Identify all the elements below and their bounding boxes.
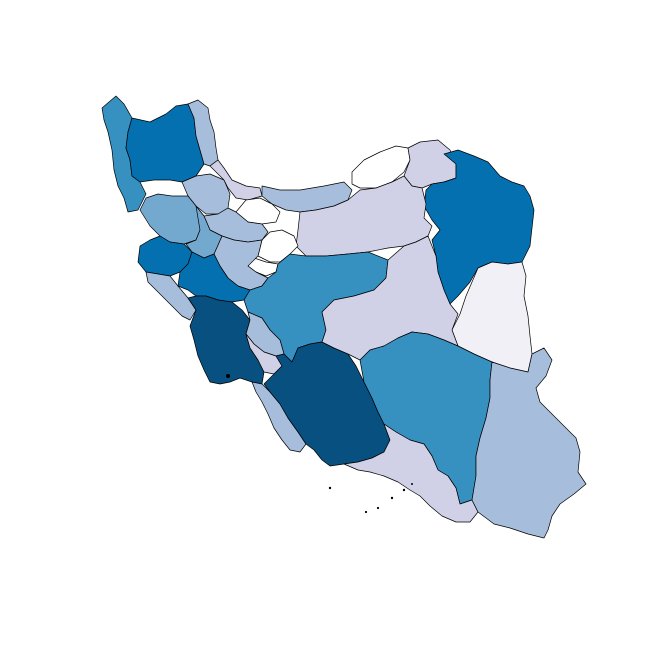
gulf-islands [226, 374, 413, 514]
island-marker [376, 506, 380, 510]
province-layer [101, 95, 587, 539]
island-marker [226, 374, 230, 378]
province-gilan [209, 159, 263, 201]
island-marker [411, 483, 413, 485]
island-marker [364, 510, 368, 514]
island-marker [390, 496, 394, 500]
province-razavi-khorasan [423, 149, 535, 305]
province-sistan-baluchestan [471, 347, 587, 539]
island-marker [328, 486, 332, 490]
province-golestan [351, 145, 411, 189]
province-ilam [145, 271, 197, 321]
province-tehran [257, 229, 299, 263]
island-marker [402, 488, 406, 492]
province-yazd [321, 235, 459, 361]
province-hormozgan [343, 423, 479, 523]
